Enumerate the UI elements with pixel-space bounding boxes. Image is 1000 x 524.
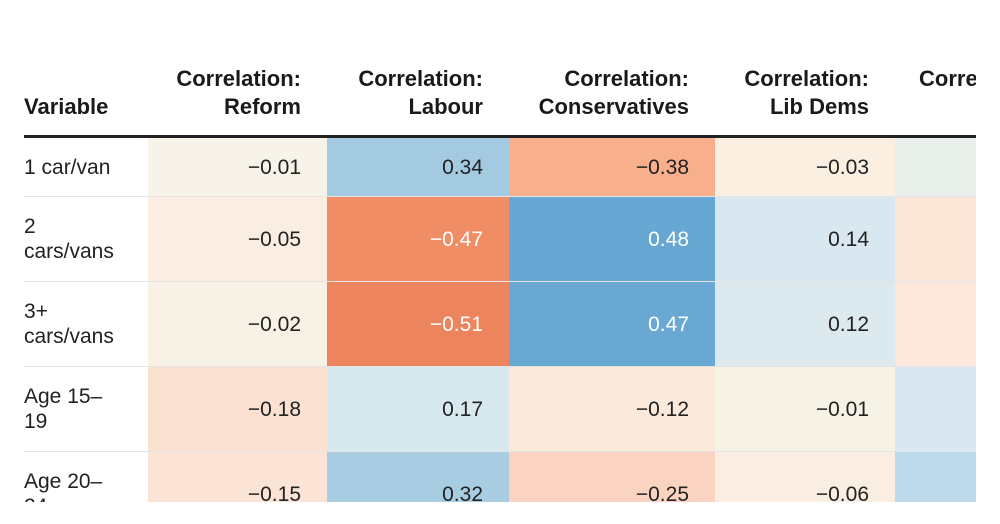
row-label: Age 20–24 xyxy=(24,451,148,502)
row-label-line: 1 car/van xyxy=(24,155,111,179)
row-label-line: Age 15– xyxy=(24,385,103,408)
correlation-cell: −0.01 xyxy=(715,366,895,452)
header-line: Labour xyxy=(408,94,483,119)
correlation-table-container: Variable Correlation: Reform Correlation… xyxy=(24,0,976,502)
correlation-cell: 0.17 xyxy=(327,366,509,452)
correlation-cell: −0.15 xyxy=(148,451,327,502)
correlation-cell xyxy=(895,281,976,367)
column-header-truncated[interactable]: Corre ( xyxy=(895,0,976,138)
column-header-variable[interactable]: Variable xyxy=(24,0,148,138)
correlation-cell: 0.32 xyxy=(327,451,509,502)
correlation-cell: −0.18 xyxy=(148,366,327,452)
column-header-labour[interactable]: Correlation: Labour xyxy=(327,0,509,138)
row-label-line: cars/vans xyxy=(24,240,114,263)
header-line: Reform xyxy=(223,94,301,119)
table-row: Age 20–24−0.150.32−0.25−0.06 xyxy=(24,451,976,502)
column-header-reform[interactable]: Correlation: Reform xyxy=(148,0,327,138)
correlation-cell: 0.14 xyxy=(715,196,895,282)
correlation-cell: 0.47 xyxy=(509,281,715,367)
table-row: 3+ cars/vans −0.02 −0.51 0.47 0.12 xyxy=(24,281,976,367)
correlation-cell: −0.25 xyxy=(509,451,715,502)
header-line: Lib Dems xyxy=(769,94,869,119)
correlation-cell: −0.12 xyxy=(509,366,715,452)
header-line: ( xyxy=(919,93,976,121)
correlation-cell: −0.38 xyxy=(509,136,715,197)
correlation-cell xyxy=(895,366,976,452)
row-label-line: 19 xyxy=(24,410,48,433)
header-line: Conservatives xyxy=(538,94,689,119)
correlation-cell: −0.02 xyxy=(148,281,327,367)
correlation-cell: 0.48 xyxy=(509,196,715,282)
correlation-cell xyxy=(895,136,976,197)
table-body: 1 car/van −0.01 0.34 −0.38 −0.03 2 cars/vans −0… xyxy=(24,136,976,502)
correlation-table: Variable Correlation: Reform Correlation… xyxy=(24,0,976,502)
correlation-cell xyxy=(895,451,976,502)
header-line: Correlation: xyxy=(564,66,689,91)
column-header-conservatives[interactable]: Correlation: Conservatives xyxy=(509,0,715,138)
correlation-cell: −0.47 xyxy=(327,196,509,282)
header-line: Variable xyxy=(24,94,109,119)
correlation-cell: 0.12 xyxy=(715,281,895,367)
table-row: 2 cars/vans −0.05 −0.47 0.48 0.14 xyxy=(24,196,976,282)
header-line: Correlation: xyxy=(358,66,483,91)
row-label-line: 2 xyxy=(24,215,36,238)
header-line: Correlation: xyxy=(744,66,869,91)
correlation-cell: −0.03 xyxy=(715,136,895,197)
header-line: Correlation: xyxy=(176,66,301,91)
header-line: Corre xyxy=(919,66,976,91)
correlation-cell: −0.01 xyxy=(148,136,327,197)
row-label-line: 24 xyxy=(24,494,138,502)
row-label-line: cars/vans xyxy=(24,325,114,348)
row-label-line: Age 20– xyxy=(24,470,103,493)
row-label: 1 car/van xyxy=(24,136,148,197)
header-row: Variable Correlation: Reform Correlation… xyxy=(24,0,976,138)
row-label: 3+ cars/vans xyxy=(24,281,148,367)
column-header-lib-dems[interactable]: Correlation: Lib Dems xyxy=(715,0,895,138)
table-row: Age 15– 19 −0.18 0.17 −0.12 −0.01 xyxy=(24,366,976,452)
correlation-cell: −0.05 xyxy=(148,196,327,282)
correlation-cell: −0.51 xyxy=(327,281,509,367)
row-label-line: 3+ xyxy=(24,300,48,323)
correlation-cell: 0.34 xyxy=(327,136,509,197)
correlation-cell: −0.06 xyxy=(715,451,895,502)
correlation-cell xyxy=(895,196,976,282)
row-label: Age 15– 19 xyxy=(24,366,148,452)
row-label: 2 cars/vans xyxy=(24,196,148,282)
table-row: 1 car/van −0.01 0.34 −0.38 −0.03 xyxy=(24,136,976,197)
